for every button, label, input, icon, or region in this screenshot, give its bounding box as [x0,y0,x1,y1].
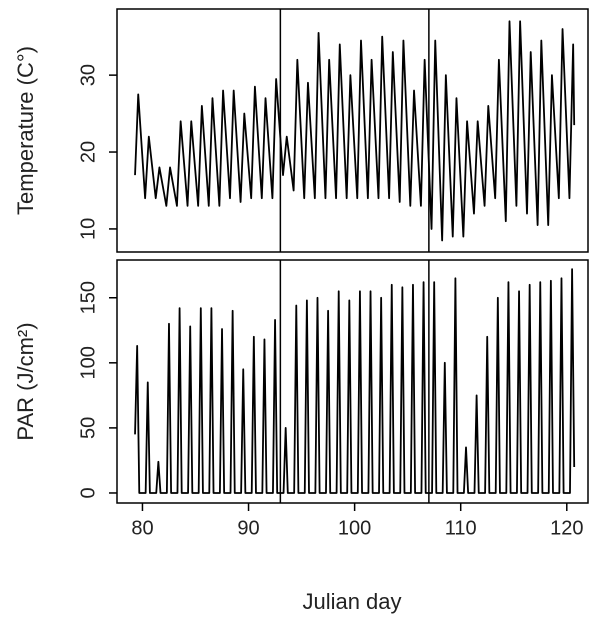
x-tick-label: 80 [131,517,153,539]
x-tick-label: 110 [445,517,477,539]
x-tick-label: 100 [338,517,371,539]
y-axis-title: PAR (J/cm²) [13,322,38,440]
plot-frame [116,259,589,504]
y-tick-label: 150 [77,281,99,314]
x-axis-title: Julian day [302,589,401,614]
y-tick-label: 50 [77,417,99,439]
y-tick-label: 20 [77,141,99,163]
y-axis-title: Temperature (C°) [13,46,38,215]
plot-frame [116,8,589,253]
x-tick-label: 90 [237,517,259,539]
x-tick-label: 120 [550,517,583,539]
data-line [134,20,576,242]
data-line [134,268,576,494]
y-tick-label: 10 [77,218,99,240]
y-tick-label: 100 [77,346,99,379]
y-tick-label: 0 [77,487,99,498]
y-tick-label: 30 [77,64,99,86]
